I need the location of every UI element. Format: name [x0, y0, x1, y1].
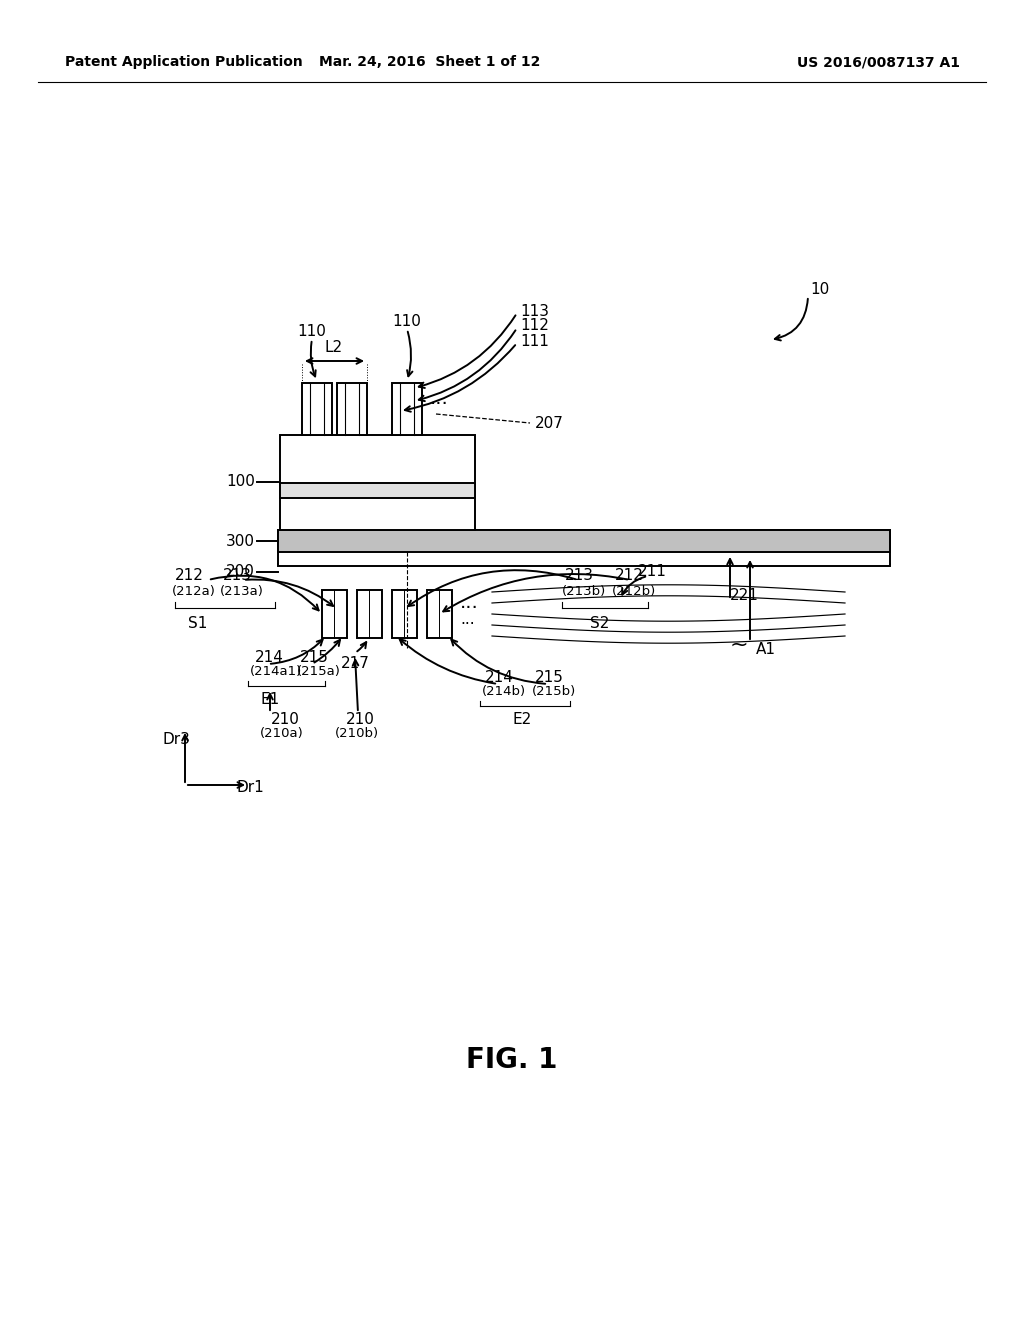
Text: 214: 214	[255, 651, 284, 665]
Text: 217: 217	[341, 656, 370, 671]
Text: ···: ···	[430, 396, 449, 414]
Text: ···: ···	[460, 598, 479, 618]
Text: 214: 214	[485, 671, 514, 685]
Text: 210: 210	[270, 713, 299, 727]
Text: FIG. 1: FIG. 1	[466, 1045, 558, 1074]
Text: E2: E2	[512, 713, 531, 727]
Text: 110: 110	[298, 323, 327, 338]
Text: 213: 213	[565, 568, 594, 582]
Text: (210b): (210b)	[335, 727, 379, 741]
Text: 200: 200	[226, 565, 255, 579]
Text: Patent Application Publication: Patent Application Publication	[65, 55, 303, 69]
Text: 112: 112	[520, 318, 549, 334]
Bar	[278, 531, 890, 552]
Text: 10: 10	[810, 282, 829, 297]
Text: 113: 113	[520, 304, 549, 318]
Text: (212a): (212a)	[172, 586, 216, 598]
Text: Dr3: Dr3	[163, 733, 190, 747]
Text: A1: A1	[756, 643, 776, 657]
Text: 213: 213	[223, 568, 252, 582]
Bar	[302, 383, 332, 436]
Bar	[392, 383, 422, 436]
Text: 215: 215	[300, 651, 329, 665]
Bar	[322, 590, 347, 638]
Text: 300: 300	[226, 533, 255, 549]
Text: 212: 212	[615, 568, 644, 582]
Text: 212: 212	[175, 568, 204, 582]
Text: (213b): (213b)	[562, 586, 606, 598]
Text: L2: L2	[325, 341, 343, 355]
Text: (215a): (215a)	[297, 665, 341, 678]
Bar	[427, 590, 452, 638]
Text: ~: ~	[729, 635, 748, 655]
Bar	[392, 590, 417, 638]
Text: 207: 207	[535, 416, 564, 430]
Text: 211: 211	[638, 565, 667, 579]
Text: 110: 110	[392, 314, 422, 329]
Text: 210: 210	[345, 713, 375, 727]
Text: Mar. 24, 2016  Sheet 1 of 12: Mar. 24, 2016 Sheet 1 of 12	[319, 55, 541, 69]
Bar	[337, 383, 367, 436]
Text: (214b): (214b)	[482, 685, 526, 698]
Text: S2: S2	[590, 616, 609, 631]
Bar	[357, 590, 382, 638]
Text: (214a1): (214a1)	[250, 665, 302, 678]
Text: ···: ···	[460, 616, 475, 631]
Text: E1: E1	[260, 693, 280, 708]
Text: 100: 100	[226, 474, 255, 490]
Bar	[278, 531, 890, 552]
Text: S1: S1	[188, 616, 208, 631]
Bar	[280, 436, 475, 531]
Text: Dr1: Dr1	[237, 780, 265, 795]
Text: 215: 215	[535, 671, 564, 685]
Text: 111: 111	[520, 334, 549, 348]
Text: US 2016/0087137 A1: US 2016/0087137 A1	[797, 55, 961, 69]
Text: (215b): (215b)	[532, 685, 577, 698]
Text: (212b): (212b)	[612, 586, 656, 598]
Text: (213a): (213a)	[220, 586, 264, 598]
Text: 221: 221	[730, 587, 759, 602]
Bar	[280, 483, 475, 498]
Bar	[278, 531, 890, 566]
Text: (210a): (210a)	[260, 727, 304, 741]
